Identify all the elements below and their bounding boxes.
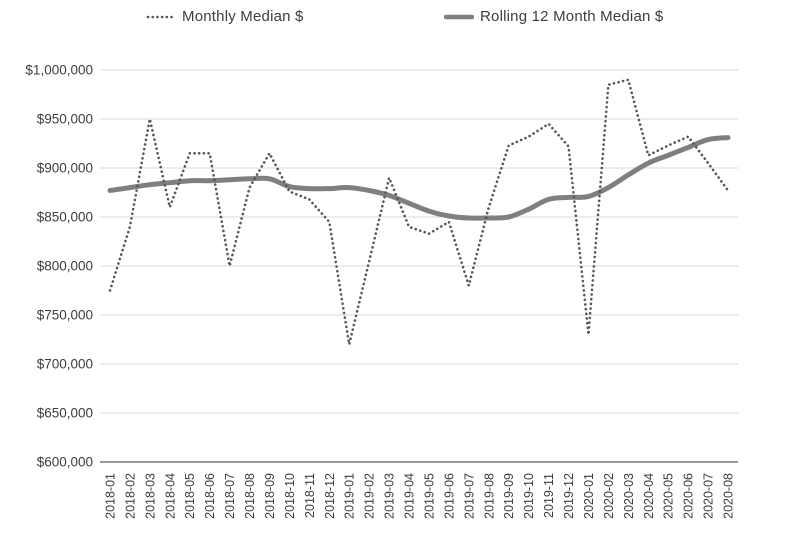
y-axis-tick-label: $850,000: [37, 210, 93, 225]
x-axis-tick-label: 2018-12: [323, 473, 337, 519]
x-axis-tick-label: 2020-01: [582, 473, 596, 519]
x-axis-tick-label: 2019-08: [482, 473, 496, 519]
x-axis-tick-label: 2018-08: [243, 473, 257, 519]
x-axis-tick-label: 2020-08: [722, 473, 736, 519]
y-axis-tick-label: $600,000: [37, 455, 93, 470]
x-axis-tick-label: 2018-11: [303, 473, 317, 518]
y-axis-tick-label: $1,000,000: [25, 63, 93, 78]
rolling-line-sample-icon: [444, 14, 474, 19]
x-axis-tick-label: 2018-10: [283, 473, 297, 519]
x-axis-tick-label: 2020-03: [622, 473, 636, 519]
x-axis-tick-label: 2020-05: [662, 473, 676, 519]
x-axis-tick-label: 2019-12: [562, 473, 576, 519]
x-axis-tick-label: 2019-04: [403, 473, 417, 519]
monthly-line-sample-icon: [146, 15, 176, 18]
legend-item-monthly: Monthly Median $: [146, 8, 304, 25]
x-axis-tick-label: 2019-03: [383, 473, 397, 519]
x-axis-tick-label: 2019-02: [363, 473, 377, 519]
y-axis-tick-label: $750,000: [37, 308, 93, 323]
x-axis-tick-label: 2019-10: [522, 473, 536, 519]
rolling-median-line: [107, 135, 731, 221]
y-axis-tick-label: $950,000: [37, 112, 93, 127]
x-axis-tick-label: 2020-02: [602, 473, 616, 519]
x-axis-tick-label: 2019-05: [422, 473, 436, 519]
x-axis-tick-label: 2019-07: [462, 473, 476, 519]
y-axis-tick-label: $650,000: [37, 406, 93, 421]
x-axis-tick-label: 2019-01: [343, 473, 357, 519]
x-axis-tick-label: 2018-05: [183, 473, 197, 519]
y-axis-tick-label: $900,000: [37, 161, 93, 176]
x-axis-tick-label: 2020-06: [682, 473, 696, 519]
x-axis-tick-label: 2018-03: [143, 473, 157, 519]
x-axis-tick-label: 2020-07: [702, 473, 716, 519]
x-axis-tick-label: 2018-06: [203, 473, 217, 519]
x-axis-tick-label: 2018-04: [163, 473, 177, 519]
legend-label-rolling: Rolling 12 Month Median $: [480, 8, 664, 25]
y-axis-tick-label: $700,000: [37, 357, 93, 372]
y-axis-tick-label: $800,000: [37, 259, 93, 274]
x-axis-tick-label: 2018-02: [123, 473, 137, 519]
x-axis-tick-label: 2020-04: [642, 473, 656, 519]
monthly-median-line: [108, 78, 730, 346]
legend-item-rolling: Rolling 12 Month Median $: [444, 8, 663, 25]
legend-label-monthly: Monthly Median $: [182, 8, 304, 25]
x-axis-tick-label: 2018-07: [223, 473, 237, 519]
x-axis-tick-label: 2018-01: [103, 473, 117, 519]
x-axis-tick-label: 2018-09: [263, 473, 277, 519]
x-axis-tick-label: 2019-09: [502, 473, 516, 519]
x-axis-tick-label: 2019-06: [442, 473, 456, 519]
x-axis-tick-label: 2019-11: [542, 473, 556, 518]
